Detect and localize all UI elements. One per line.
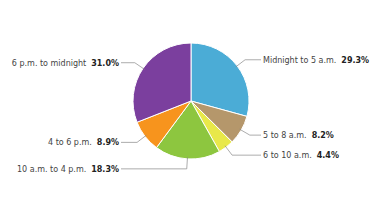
value-label: 4.4% bbox=[317, 151, 339, 160]
slice-label: 6 to 10 a.m. 4.4% bbox=[263, 151, 339, 160]
leader-line bbox=[121, 63, 144, 70]
category-label: 6 p.m. to midnight bbox=[12, 59, 86, 68]
pie bbox=[133, 43, 249, 159]
value-label: 18.3% bbox=[91, 165, 119, 174]
category-label: 4 to 6 p.m. bbox=[48, 138, 92, 147]
slice-label: Midnight to 5 a.m. 29.3% bbox=[263, 56, 369, 65]
value-label: 8.2% bbox=[312, 131, 334, 140]
leader-line bbox=[240, 129, 261, 135]
leader-line bbox=[121, 135, 146, 142]
category-label: 10 a.m. to 4 p.m. bbox=[17, 165, 86, 174]
slice-label: 5 to 8 a.m. 8.2% bbox=[263, 131, 334, 140]
chart: Midnight to 5 a.m. 29.3% 5 to 8 a.m. 8.2% 6 … bbox=[0, 0, 382, 202]
slice-label: 4 to 6 p.m. 8.9% bbox=[48, 138, 119, 147]
slice bbox=[133, 43, 191, 122]
leader-line bbox=[225, 146, 261, 155]
leader-line bbox=[236, 60, 261, 67]
category-label: 5 to 8 a.m. bbox=[263, 131, 307, 140]
labels: Midnight to 5 a.m. 29.3% 5 to 8 a.m. 8.2% 6 … bbox=[12, 56, 369, 174]
value-label: 8.9% bbox=[97, 138, 119, 147]
leader-line bbox=[121, 157, 187, 169]
value-label: 29.3% bbox=[341, 56, 369, 65]
category-label: 6 to 10 a.m. bbox=[263, 151, 312, 160]
category-label: Midnight to 5 a.m. bbox=[263, 56, 336, 65]
slice-label: 6 p.m. to midnight 31.0% bbox=[12, 59, 119, 68]
value-label: 31.0% bbox=[91, 59, 119, 68]
slice-label: 10 a.m. to 4 p.m. 18.3% bbox=[17, 165, 119, 174]
